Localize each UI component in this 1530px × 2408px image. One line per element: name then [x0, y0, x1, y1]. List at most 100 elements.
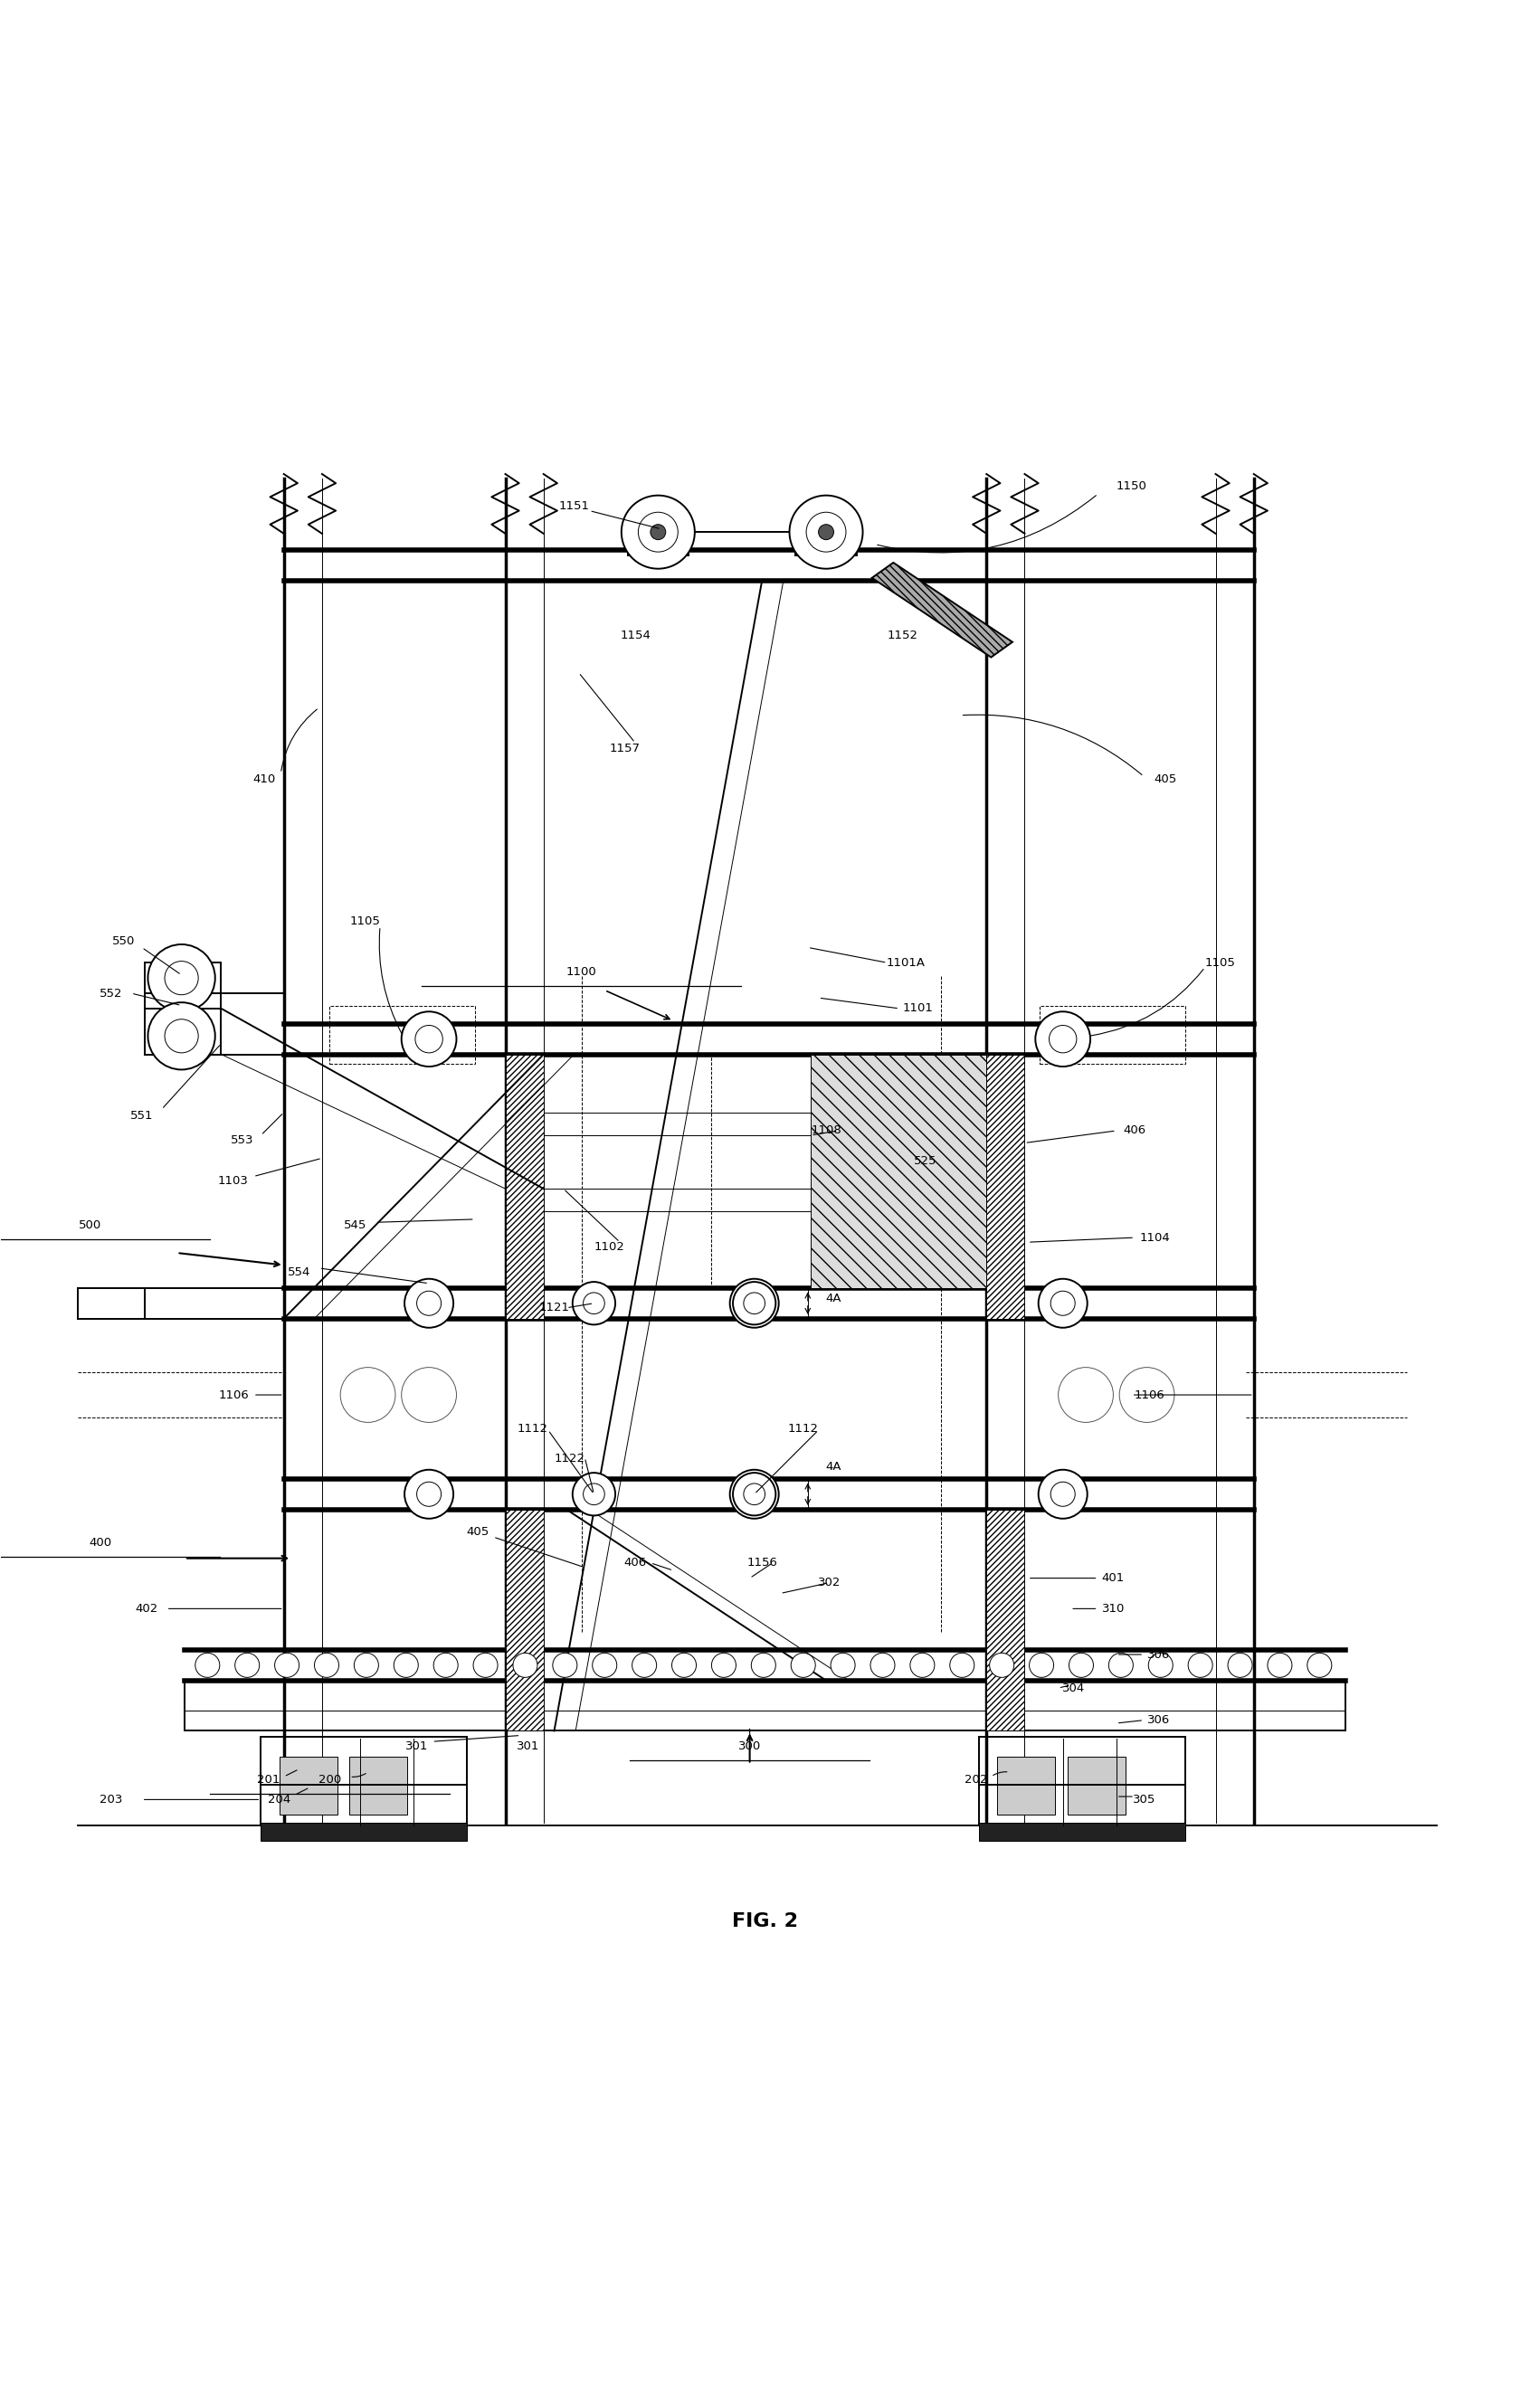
Text: 1101: 1101: [903, 1002, 933, 1014]
Circle shape: [165, 1019, 199, 1052]
Circle shape: [275, 1652, 300, 1678]
Circle shape: [730, 1469, 779, 1519]
Text: 551: 551: [130, 1110, 153, 1122]
Circle shape: [1059, 1368, 1114, 1423]
Text: 500: 500: [78, 1218, 101, 1230]
Circle shape: [621, 496, 695, 568]
Text: 4A: 4A: [826, 1462, 842, 1474]
Text: 401: 401: [1102, 1572, 1125, 1584]
Text: 302: 302: [817, 1577, 840, 1589]
Circle shape: [1149, 1652, 1174, 1678]
Text: 554: 554: [288, 1267, 311, 1279]
Text: 1105: 1105: [1204, 956, 1236, 968]
Text: 1112: 1112: [788, 1423, 819, 1435]
Circle shape: [1229, 1652, 1252, 1678]
Circle shape: [711, 1652, 736, 1678]
Text: 1101A: 1101A: [886, 956, 926, 968]
Circle shape: [165, 961, 199, 995]
Text: 1108: 1108: [811, 1125, 842, 1137]
Text: 204: 204: [268, 1794, 291, 1806]
Text: 1122: 1122: [554, 1452, 584, 1464]
Circle shape: [910, 1652, 935, 1678]
Circle shape: [393, 1652, 418, 1678]
Text: 1150: 1150: [1117, 479, 1148, 491]
Text: 201: 201: [257, 1775, 280, 1787]
Circle shape: [632, 1652, 656, 1678]
Circle shape: [401, 1011, 456, 1067]
Circle shape: [583, 1293, 604, 1315]
Circle shape: [416, 1291, 441, 1315]
Bar: [145, 963, 222, 1055]
Circle shape: [1267, 1652, 1291, 1678]
Circle shape: [672, 1652, 696, 1678]
Circle shape: [871, 1652, 895, 1678]
Circle shape: [572, 1281, 615, 1324]
Circle shape: [513, 1652, 537, 1678]
Circle shape: [742, 1481, 767, 1507]
Circle shape: [990, 1652, 1014, 1678]
Bar: [979, 1823, 1186, 1840]
Text: 405: 405: [1154, 773, 1177, 785]
Text: 1112: 1112: [517, 1423, 548, 1435]
Text: FIG. 2: FIG. 2: [731, 1912, 799, 1931]
Circle shape: [1036, 1011, 1091, 1067]
Circle shape: [353, 1652, 378, 1678]
Circle shape: [401, 1368, 456, 1423]
Circle shape: [552, 1652, 577, 1678]
Circle shape: [744, 1293, 765, 1315]
Circle shape: [1109, 1652, 1134, 1678]
Text: 1152: 1152: [887, 631, 918, 643]
Circle shape: [1069, 1652, 1094, 1678]
Circle shape: [196, 1652, 220, 1678]
Circle shape: [1307, 1652, 1331, 1678]
Circle shape: [744, 1483, 765, 1505]
Circle shape: [416, 1481, 441, 1507]
Circle shape: [950, 1652, 975, 1678]
Bar: [711, 1055, 972, 1288]
Text: 1157: 1157: [609, 744, 640, 754]
Circle shape: [415, 1026, 442, 1052]
Bar: [262, 1823, 467, 1840]
Text: 305: 305: [1132, 1794, 1155, 1806]
Circle shape: [806, 513, 846, 551]
Circle shape: [751, 1652, 776, 1678]
Circle shape: [1039, 1469, 1088, 1519]
Text: 1154: 1154: [620, 631, 650, 643]
Bar: [262, 1736, 467, 1825]
Circle shape: [1050, 1026, 1077, 1052]
Text: 1104: 1104: [1140, 1233, 1170, 1243]
Bar: [627, 537, 689, 554]
Circle shape: [433, 1652, 457, 1678]
Circle shape: [730, 1279, 779, 1327]
Bar: [329, 1007, 474, 1064]
Bar: [280, 1758, 337, 1816]
Text: 552: 552: [99, 987, 122, 999]
Circle shape: [1120, 1368, 1175, 1423]
Circle shape: [1051, 1291, 1076, 1315]
Text: 1102: 1102: [594, 1240, 624, 1252]
Text: 1103: 1103: [219, 1175, 249, 1187]
Bar: [349, 1758, 407, 1816]
Circle shape: [340, 1368, 395, 1423]
Bar: [1040, 1007, 1186, 1064]
Text: 1100: 1100: [566, 966, 597, 978]
Text: 1151: 1151: [558, 501, 589, 513]
Text: 301: 301: [517, 1741, 540, 1753]
Text: 405: 405: [467, 1527, 490, 1539]
Circle shape: [148, 944, 216, 1011]
Polygon shape: [987, 1510, 1025, 1731]
Text: 202: 202: [964, 1775, 987, 1787]
Text: 306: 306: [1148, 1714, 1170, 1727]
Bar: [979, 1736, 1186, 1825]
Text: 1106: 1106: [219, 1389, 249, 1401]
Text: 1121: 1121: [539, 1303, 569, 1315]
Circle shape: [314, 1652, 338, 1678]
Polygon shape: [987, 1055, 1025, 1320]
Circle shape: [1039, 1279, 1088, 1327]
Circle shape: [572, 1474, 615, 1515]
Text: 1105: 1105: [349, 915, 379, 927]
Text: 410: 410: [252, 773, 275, 785]
Circle shape: [638, 513, 678, 551]
Text: 406: 406: [624, 1558, 647, 1568]
Circle shape: [831, 1652, 855, 1678]
